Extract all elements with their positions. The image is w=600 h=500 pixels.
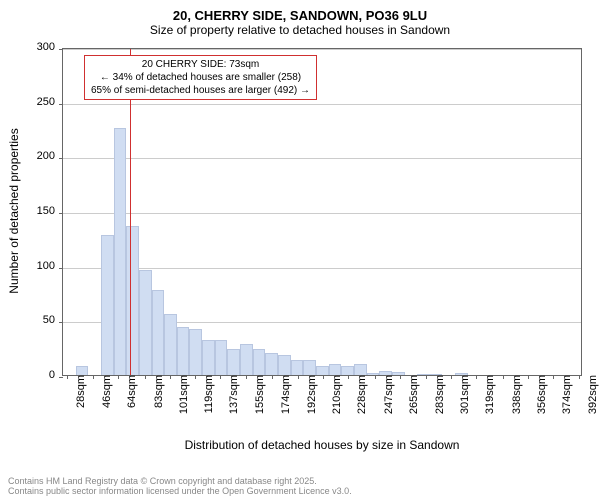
y-tick-label: 50 (43, 314, 63, 326)
y-tick-label: 300 (37, 41, 63, 53)
histogram-bar (329, 364, 342, 375)
annotation-box: 20 CHERRY SIDE: 73sqm← 34% of detached h… (84, 55, 317, 100)
footer-line2: Contains public sector information licen… (8, 486, 352, 496)
x-tick-label: 392sqm (579, 375, 599, 414)
x-tick-label: 338sqm (503, 375, 523, 414)
chart-subtitle: Size of property relative to detached ho… (0, 23, 600, 37)
histogram-bar (316, 366, 329, 375)
x-tick-label: 155sqm (246, 375, 266, 414)
histogram-bar (227, 349, 240, 375)
x-tick-label: 265sqm (400, 375, 420, 414)
histogram-bar (354, 364, 367, 375)
histogram-bar (101, 235, 114, 375)
histogram-bar (303, 360, 316, 375)
x-tick-label: 46sqm (93, 375, 113, 408)
x-tick-label: 119sqm (195, 375, 215, 413)
x-tick-label: 247sqm (375, 375, 395, 414)
histogram-chart: 20, CHERRY SIDE, SANDOWN, PO36 9LU Size … (0, 0, 600, 500)
y-tick-label: 250 (37, 96, 63, 108)
histogram-bar (164, 314, 177, 375)
y-axis-label: Number of detached properties (7, 111, 21, 311)
histogram-bar (126, 226, 139, 375)
annotation-line3: 65% of semi-detached houses are larger (… (91, 84, 310, 97)
histogram-bar (177, 327, 190, 375)
footer-text: Contains HM Land Registry data © Crown c… (8, 476, 352, 496)
y-tick-label: 100 (37, 260, 63, 272)
histogram-bar (291, 360, 304, 375)
x-tick-label: 228sqm (348, 375, 368, 414)
histogram-bar (278, 355, 291, 375)
y-gridline (63, 213, 581, 214)
x-tick-label: 210sqm (323, 375, 343, 414)
x-tick-label: 101sqm (170, 375, 190, 414)
histogram-bar (152, 290, 165, 375)
y-gridline (63, 104, 581, 105)
x-tick-label: 192sqm (298, 375, 318, 414)
x-tick-label: 83sqm (145, 375, 165, 408)
footer-line1: Contains HM Land Registry data © Crown c… (8, 476, 352, 486)
x-tick-label: 28sqm (67, 375, 87, 408)
x-axis-label: Distribution of detached houses by size … (62, 438, 582, 452)
y-gridline (63, 49, 581, 50)
histogram-bar (114, 128, 127, 375)
x-tick-label: 137sqm (220, 375, 240, 414)
y-tick-label: 0 (49, 369, 63, 381)
histogram-bar (189, 329, 202, 375)
x-tick-label: 64sqm (118, 375, 138, 408)
x-tick-label: 356sqm (528, 375, 548, 414)
x-tick-label: 301sqm (451, 375, 471, 414)
histogram-bar (202, 340, 215, 375)
histogram-bar (265, 353, 278, 375)
annotation-line2: ← 34% of detached houses are smaller (25… (91, 71, 310, 84)
x-tick-label: 374sqm (553, 375, 573, 414)
chart-title: 20, CHERRY SIDE, SANDOWN, PO36 9LU (0, 8, 600, 23)
histogram-bar (76, 366, 89, 375)
y-tick-label: 200 (37, 150, 63, 162)
y-tick-label: 150 (37, 205, 63, 217)
histogram-bar (240, 344, 253, 375)
y-gridline (63, 268, 581, 269)
x-tick-label: 283sqm (426, 375, 446, 414)
histogram-bar (139, 270, 152, 375)
histogram-bar (253, 349, 266, 375)
histogram-bar (341, 366, 354, 375)
histogram-bar (215, 340, 228, 375)
x-tick-label: 174sqm (272, 375, 292, 414)
annotation-line1: 20 CHERRY SIDE: 73sqm (91, 58, 310, 71)
y-gridline (63, 158, 581, 159)
x-tick-label: 319sqm (476, 375, 496, 414)
